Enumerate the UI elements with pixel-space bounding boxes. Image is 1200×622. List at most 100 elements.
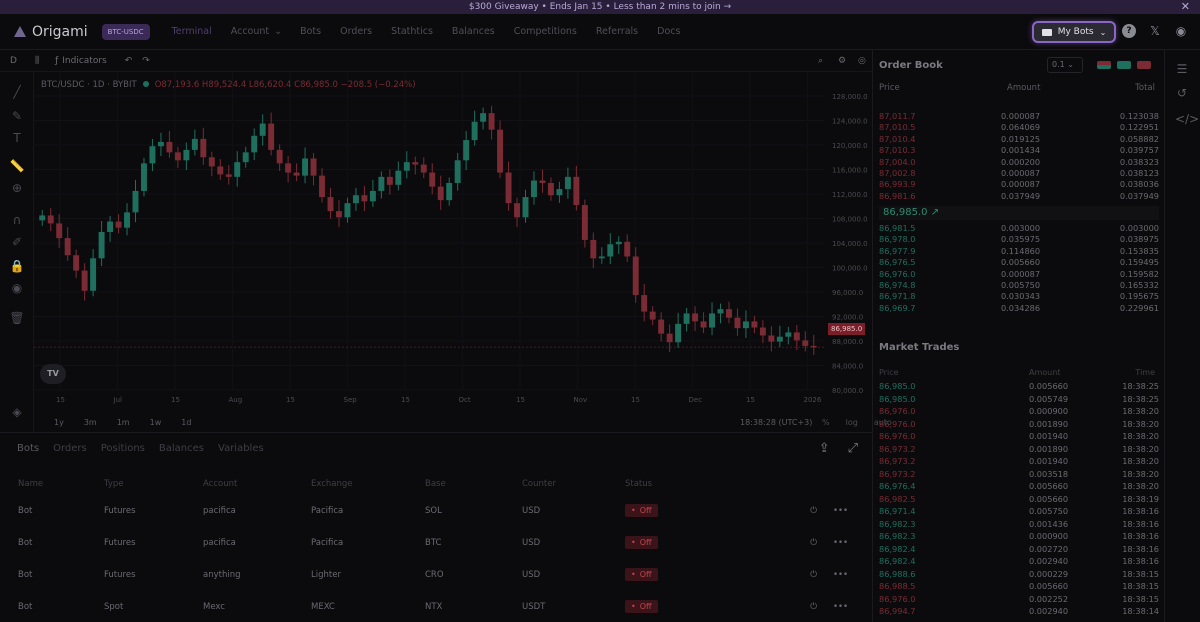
more-icon[interactable]: ••• <box>832 570 848 580</box>
ruler-icon[interactable]: 📏 <box>9 159 25 173</box>
tab-positions[interactable]: Positions <box>100 443 145 454</box>
magnet-icon[interactable]: ∩ <box>12 213 22 227</box>
history-icon[interactable]: ↺ <box>1176 86 1188 100</box>
scale-percent[interactable]: % <box>822 418 830 427</box>
more-icon[interactable]: ••• <box>832 602 848 612</box>
trade-time: 18:38:16 <box>1122 543 1159 554</box>
tradingview-logo[interactable]: TV <box>40 364 66 384</box>
ask-row[interactable]: 87,002.8 0.000087 0.038123 <box>879 168 1159 179</box>
more-icon[interactable]: ••• <box>832 538 848 548</box>
crosshair-icon[interactable]: ╱ <box>13 85 21 99</box>
trade-amount: 0.001890 <box>1029 418 1069 429</box>
indicators-icon[interactable]: ƒ <box>55 55 59 66</box>
expand-icon[interactable]: ⤢ <box>847 441 858 456</box>
range-1w[interactable]: 1w <box>149 417 162 427</box>
nav-item-orders[interactable]: Orders <box>340 26 373 37</box>
search-icon[interactable]: ⌕ <box>818 55 824 66</box>
more-icon[interactable]: ••• <box>832 506 848 516</box>
range-3m[interactable]: 3m <box>83 417 97 427</box>
power-icon[interactable]: ⏻ <box>810 538 817 548</box>
pen-icon[interactable]: ✎ <box>11 109 23 123</box>
price-chart[interactable]: 128,000.0 124,000.0 120,000.0 116,000.0 112,… <box>34 72 872 412</box>
trade-row: 86,994.7 0.002940 18:38:14 <box>879 606 1159 618</box>
list-icon[interactable]: ☰ <box>1176 62 1188 76</box>
nav-item-terminal[interactable]: Terminal <box>171 26 212 37</box>
zoom-icon[interactable]: ⊕ <box>11 181 23 195</box>
power-icon[interactable]: ⏻ <box>810 506 817 516</box>
table-row[interactable]: Bot Futures pacifica Pacifica BTC USD Off ⏻ ••• <box>0 527 872 559</box>
both-sides-icon[interactable] <box>1097 61 1111 69</box>
bid-row[interactable]: 86,969.7 0.034286 0.229961 <box>879 303 1159 314</box>
lock-drawing-icon[interactable]: ✐ <box>11 235 23 249</box>
nav-item-balances[interactable]: Balances <box>451 26 495 37</box>
pair-badge[interactable]: BTC-USDC <box>101 23 150 40</box>
scale-auto[interactable]: auto <box>873 418 892 427</box>
tab-balances[interactable]: Balances <box>158 443 204 454</box>
trash-icon[interactable]: 🗑 <box>9 311 25 325</box>
tab-orders[interactable]: Orders <box>53 443 87 454</box>
ask-row[interactable]: 86,993.9 0.000087 0.038036 <box>879 179 1159 190</box>
range-1m[interactable]: 1m <box>116 417 130 427</box>
eye-icon[interactable]: ◉ <box>11 281 23 295</box>
bid-row[interactable]: 86,971.8 0.030343 0.195675 <box>879 291 1159 302</box>
ask-row[interactable]: 86,981.6 0.037949 0.037949 <box>879 191 1159 202</box>
bid-row[interactable]: 86,978.0 0.035975 0.038975 <box>879 234 1159 245</box>
trade-price: 86,982.5 <box>879 493 916 504</box>
ask-row[interactable]: 87,004.0 0.000200 0.038323 <box>879 157 1159 168</box>
bid-row[interactable]: 86,981.5 0.003000 0.003000 <box>879 223 1159 234</box>
settings-icon[interactable]: ⚙ <box>838 55 847 66</box>
nav-item-stathtics[interactable]: Stathtics <box>391 26 433 37</box>
trade-price: 86,976.0 <box>879 593 916 604</box>
nav-item-account[interactable]: Account <box>230 26 270 37</box>
asks-only-icon[interactable] <box>1137 61 1151 69</box>
logo[interactable]: Origami <box>14 24 88 40</box>
x-tick-label: Nov <box>574 396 588 404</box>
x-icon[interactable]: 𝕏 <box>1150 24 1160 38</box>
bid-row[interactable]: 86,976.5 0.005660 0.159495 <box>879 257 1159 268</box>
indicators-button[interactable]: Indicators <box>62 55 107 66</box>
ask-row[interactable]: 87,010.5 0.064069 0.122951 <box>879 122 1159 133</box>
scale-log[interactable]: log <box>845 418 858 427</box>
text-icon[interactable]: T <box>13 131 21 145</box>
nav-item-docs[interactable]: Docs <box>657 26 681 37</box>
tab-variables[interactable]: Variables <box>218 443 264 454</box>
nav-item-competitions[interactable]: Competitions <box>513 26 577 37</box>
range-1y[interactable]: 1y <box>54 417 64 427</box>
table-row[interactable]: Bot Futures pacifica Pacifica SOL USD Off ⏻ ••• <box>0 495 872 527</box>
discord-icon[interactable]: ◉ <box>1175 24 1187 38</box>
bids-only-icon[interactable] <box>1117 61 1131 69</box>
candle-body <box>497 129 504 173</box>
nav-item-referrals[interactable]: Referrals <box>595 26 639 37</box>
ask-row[interactable]: 87,010.3 0.001434 0.039757 <box>879 145 1159 156</box>
candle-body <box>378 176 385 191</box>
undo-icon[interactable]: ↶ <box>124 55 133 66</box>
table-row[interactable]: Bot Futures anything Lighter CRO USD Off ⏻ ••• <box>0 559 872 591</box>
bid-row[interactable]: 86,976.0 0.000087 0.159582 <box>879 269 1159 280</box>
tab-bots[interactable]: Bots <box>17 443 40 454</box>
ask-row[interactable]: 87,010.4 0.019125 0.058882 <box>879 134 1159 145</box>
bid-row[interactable]: 86,977.9 0.114860 0.153835 <box>879 246 1159 257</box>
ask-row[interactable]: 87,011.7 0.000087 0.123038 <box>879 111 1159 122</box>
candle-type-icon[interactable]: ⫼ <box>34 55 40 66</box>
upload-icon[interactable]: ⇪ <box>818 441 830 456</box>
banner-text[interactable]: $300 Giveaway • Ends Jan 15 • Less than … <box>468 2 732 12</box>
layers-icon[interactable]: ◈ <box>12 405 22 419</box>
candle-body <box>191 138 198 150</box>
trade-row: 86,973.2 0.001940 18:38:20 <box>879 456 1159 468</box>
power-icon[interactable]: ⏻ <box>810 602 817 612</box>
step-select[interactable]: 0.1 ⌄ <box>1047 57 1083 73</box>
bid-row[interactable]: 86,974.8 0.005750 0.165332 <box>879 280 1159 291</box>
my-bots-button[interactable]: My Bots ⌄ <box>1032 21 1116 43</box>
giveaway-banner[interactable]: $300 Giveaway • Ends Jan 15 • Less than … <box>0 0 1200 14</box>
power-icon[interactable]: ⏻ <box>810 570 817 580</box>
help-icon[interactable]: ? <box>1122 24 1136 38</box>
snapshot-icon[interactable]: ◎ <box>858 55 866 66</box>
nav-item-bots[interactable]: Bots <box>300 26 322 37</box>
interval-selector[interactable]: D <box>10 55 17 66</box>
table-row[interactable]: Bot Spot Mexc MEXC NTX USDT Off ⏻ ••• <box>0 591 872 622</box>
range-1d[interactable]: 1d <box>181 417 192 427</box>
close-icon[interactable]: ✕ <box>1180 0 1190 13</box>
redo-icon[interactable]: ↷ <box>142 55 150 66</box>
code-icon[interactable]: </> <box>1175 112 1200 126</box>
lock-icon[interactable]: 🔒 <box>9 259 25 273</box>
